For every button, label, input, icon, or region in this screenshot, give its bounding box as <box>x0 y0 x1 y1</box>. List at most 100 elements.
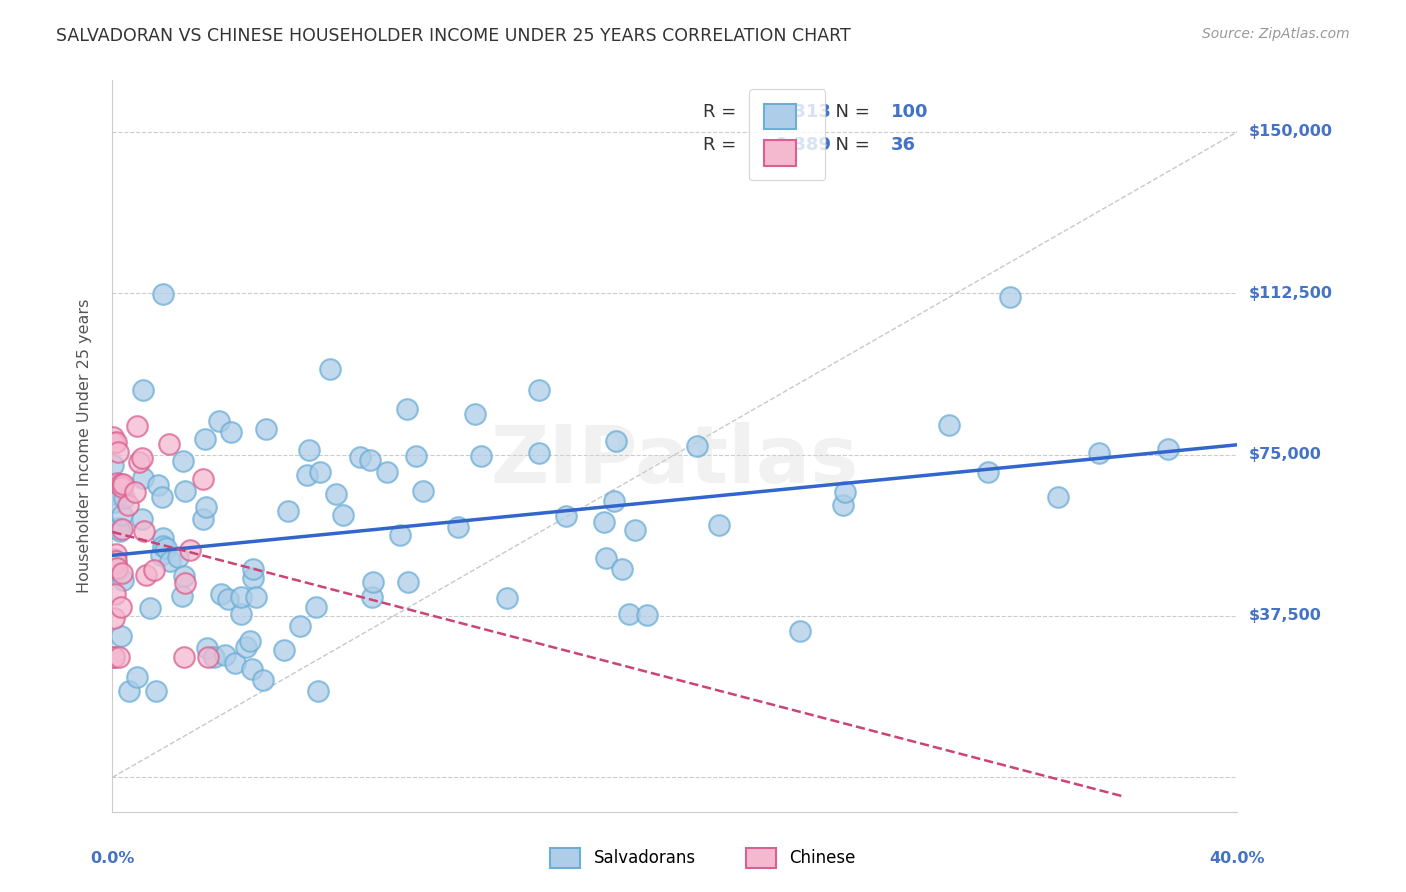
Point <box>101 458 124 472</box>
Point <box>361 590 384 604</box>
Legend: Salvadorans, Chinese: Salvadorans, Chinese <box>544 841 862 875</box>
Point <box>107 649 129 664</box>
Text: 40.0%: 40.0% <box>1209 851 1265 865</box>
Point <box>349 450 371 464</box>
Point <box>605 434 627 448</box>
Point <box>305 600 328 615</box>
Point <box>174 575 197 590</box>
Point <box>202 649 225 664</box>
Point <box>193 472 215 486</box>
Point <box>157 436 180 450</box>
Point <box>308 465 330 479</box>
Point <box>112 477 135 491</box>
Point <box>108 524 131 539</box>
Point <box>495 591 517 605</box>
Point <box>107 444 129 458</box>
Point <box>325 487 347 501</box>
Legend: , : , <box>749 89 825 180</box>
Point <box>256 422 278 436</box>
Point <box>107 521 129 535</box>
Point <box>103 611 125 625</box>
Point <box>110 599 132 614</box>
Point <box>612 562 634 576</box>
Point <box>359 453 381 467</box>
Point <box>624 523 647 537</box>
Point <box>229 607 252 622</box>
Point <box>103 558 125 572</box>
Point <box>595 551 617 566</box>
Point <box>1047 490 1070 504</box>
Point <box>173 649 195 664</box>
Text: 0.389: 0.389 <box>773 136 831 153</box>
Point <box>242 571 264 585</box>
Text: 36: 36 <box>891 136 915 153</box>
Point <box>114 491 136 505</box>
Point <box>111 508 134 522</box>
Point <box>1157 442 1180 457</box>
Point <box>152 539 174 553</box>
Point <box>277 504 299 518</box>
Point <box>998 290 1021 304</box>
Point <box>148 477 170 491</box>
Point <box>166 549 188 564</box>
Point <box>125 670 148 684</box>
Point <box>104 553 127 567</box>
Point <box>111 480 134 494</box>
Point <box>191 512 214 526</box>
Point <box>707 518 730 533</box>
Point <box>239 633 262 648</box>
Point <box>131 512 153 526</box>
Point <box>150 491 173 505</box>
Point <box>529 446 551 460</box>
Point <box>295 468 318 483</box>
Point <box>1088 446 1111 460</box>
Point <box>447 520 470 534</box>
Point <box>470 449 492 463</box>
Point <box>361 575 384 590</box>
Y-axis label: Householder Income Under 25 years: Householder Income Under 25 years <box>77 299 91 593</box>
Point <box>173 569 195 583</box>
Point <box>686 439 709 453</box>
Point <box>111 566 134 580</box>
Point <box>172 590 194 604</box>
Text: R =: R = <box>703 136 742 153</box>
Point <box>195 640 218 655</box>
Point <box>155 541 177 556</box>
Point <box>128 455 150 469</box>
Point <box>209 587 232 601</box>
Point <box>375 465 398 479</box>
Point <box>938 418 960 433</box>
Point <box>104 495 127 509</box>
Point <box>125 418 148 433</box>
Text: $112,500: $112,500 <box>1249 285 1333 301</box>
Text: $37,500: $37,500 <box>1249 608 1322 624</box>
Point <box>245 590 267 604</box>
Point <box>194 432 217 446</box>
Point <box>464 407 486 421</box>
Text: 100: 100 <box>891 103 928 120</box>
Point <box>111 522 134 536</box>
Text: 0.0%: 0.0% <box>90 851 135 865</box>
Point <box>412 483 434 498</box>
Point <box>103 430 125 444</box>
Point <box>603 494 626 508</box>
Point <box>398 575 420 590</box>
Text: ZIPatlas: ZIPatlas <box>491 422 859 500</box>
Point <box>319 362 342 376</box>
Point <box>529 383 551 397</box>
Point <box>105 547 128 561</box>
Point <box>252 673 274 687</box>
Point <box>217 591 239 606</box>
Point <box>395 401 418 416</box>
Point <box>240 662 263 676</box>
Point <box>107 522 129 536</box>
Point <box>152 286 174 301</box>
Point <box>977 465 1000 479</box>
Point <box>124 484 146 499</box>
Point <box>111 573 134 587</box>
Point <box>103 563 125 577</box>
Point <box>593 516 616 530</box>
Point <box>117 498 139 512</box>
Point <box>197 649 219 664</box>
Point <box>307 684 329 698</box>
